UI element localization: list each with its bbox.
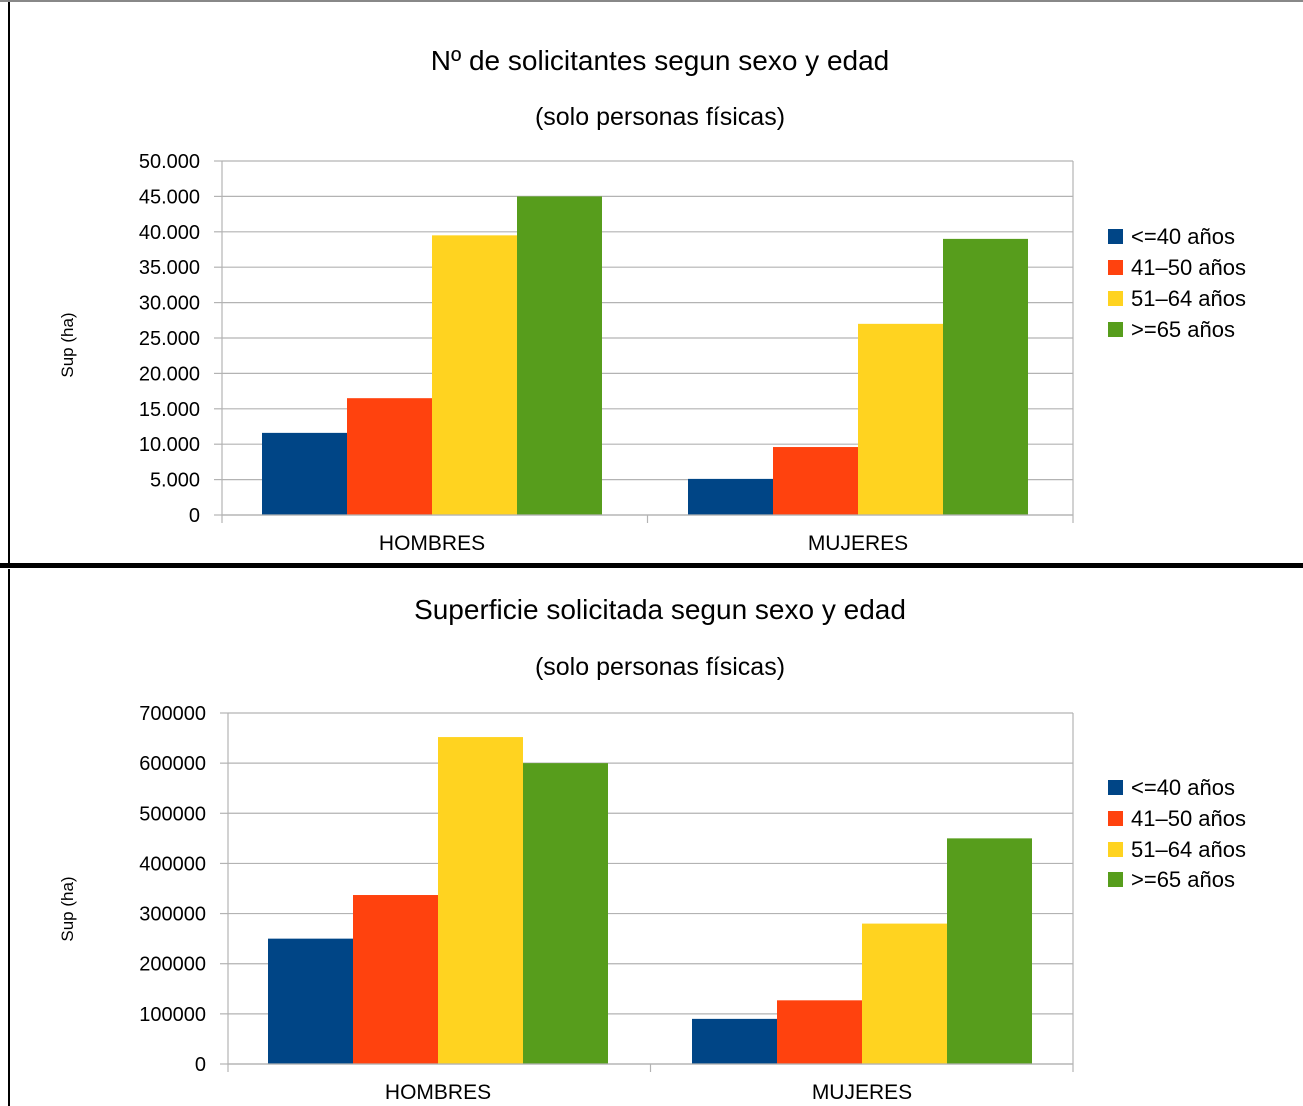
legend-label: 41–50 años bbox=[1131, 806, 1246, 831]
bar bbox=[517, 196, 602, 515]
panel-divider bbox=[0, 563, 1303, 568]
chart-superficie-svg: Superficie solicitada segun sexo y edad (… bbox=[58, 594, 1246, 1104]
x-tick-label: HOMBRES bbox=[379, 532, 485, 555]
legend-label: 51–64 años bbox=[1131, 286, 1246, 311]
y-tick-label: 5.000 bbox=[150, 470, 200, 492]
y-tick-label: 0 bbox=[195, 1054, 206, 1076]
chart-title: Nº de solicitantes segun sexo y edad bbox=[431, 45, 890, 76]
bar bbox=[943, 238, 1028, 515]
bar bbox=[858, 323, 943, 515]
legend-swatch bbox=[1108, 322, 1123, 337]
legend-label: <=40 años bbox=[1131, 775, 1235, 800]
bar bbox=[353, 895, 438, 1064]
x-tick-label: MUJERES bbox=[808, 532, 908, 555]
y-axis-label: Sup (ha) bbox=[58, 876, 77, 941]
bar bbox=[347, 398, 432, 515]
y-tick-label: 30.000 bbox=[139, 293, 200, 315]
legend-label: <=40 años bbox=[1131, 224, 1235, 249]
legend-swatch bbox=[1108, 842, 1123, 857]
bar bbox=[438, 737, 523, 1064]
y-tick-label: 300000 bbox=[139, 904, 206, 926]
y-tick-label: 10.000 bbox=[139, 434, 200, 456]
y-tick-label: 35.000 bbox=[139, 257, 200, 279]
x-tick-label: HOMBRES bbox=[385, 1081, 491, 1104]
bar bbox=[432, 235, 517, 515]
chart-subtitle: (solo personas físicas) bbox=[535, 103, 785, 131]
panel-left-border bbox=[8, 569, 10, 1106]
top-border bbox=[0, 0, 1303, 2]
legend-swatch bbox=[1108, 291, 1123, 306]
panel-left-border bbox=[8, 0, 10, 565]
legend-swatch bbox=[1108, 260, 1123, 275]
bar bbox=[268, 938, 353, 1064]
bar bbox=[688, 478, 773, 515]
y-tick-label: 45.000 bbox=[139, 186, 200, 208]
y-axis-label: Sup (ha) bbox=[58, 312, 77, 377]
y-tick-label: 25.000 bbox=[139, 328, 200, 350]
y-tick-label: 0 bbox=[189, 505, 200, 527]
legend-label: 41–50 años bbox=[1131, 255, 1246, 280]
bar bbox=[692, 1018, 777, 1064]
chart-panel-solicitantes: Nº de solicitantes segun sexo y edad (sol… bbox=[8, 0, 1246, 565]
y-tick-label: 500000 bbox=[139, 803, 206, 825]
y-tick-label: 400000 bbox=[139, 853, 206, 875]
legend-swatch bbox=[1108, 780, 1123, 795]
bar bbox=[777, 1000, 862, 1064]
y-tick-label: 40.000 bbox=[139, 222, 200, 244]
bar bbox=[862, 923, 947, 1064]
y-tick-label: 20.000 bbox=[139, 363, 200, 385]
bar bbox=[947, 838, 1032, 1064]
bar bbox=[773, 447, 858, 515]
legend-swatch bbox=[1108, 229, 1123, 244]
x-tick-label: MUJERES bbox=[812, 1081, 912, 1104]
legend-label: 51–64 años bbox=[1131, 837, 1246, 862]
y-tick-label: 700000 bbox=[139, 703, 206, 725]
y-tick-label: 600000 bbox=[139, 753, 206, 775]
legend-label: >=65 años bbox=[1131, 317, 1235, 342]
legend-swatch bbox=[1108, 811, 1123, 826]
y-tick-label: 200000 bbox=[139, 954, 206, 976]
chart-title: Superficie solicitada segun sexo y edad bbox=[414, 594, 906, 625]
chart-subtitle: (solo personas físicas) bbox=[535, 653, 785, 681]
legend-label: >=65 años bbox=[1131, 867, 1235, 892]
bar bbox=[523, 763, 608, 1064]
chart-solicitantes-svg: Nº de solicitantes segun sexo y edad (sol… bbox=[58, 45, 1246, 555]
chart-panel-superficie: Superficie solicitada segun sexo y edad (… bbox=[0, 569, 1303, 1106]
y-tick-label: 15.000 bbox=[139, 399, 200, 421]
bar bbox=[262, 432, 347, 515]
y-tick-label: 100000 bbox=[139, 1004, 206, 1026]
legend-swatch bbox=[1108, 872, 1123, 887]
y-tick-label: 50.000 bbox=[139, 151, 200, 173]
